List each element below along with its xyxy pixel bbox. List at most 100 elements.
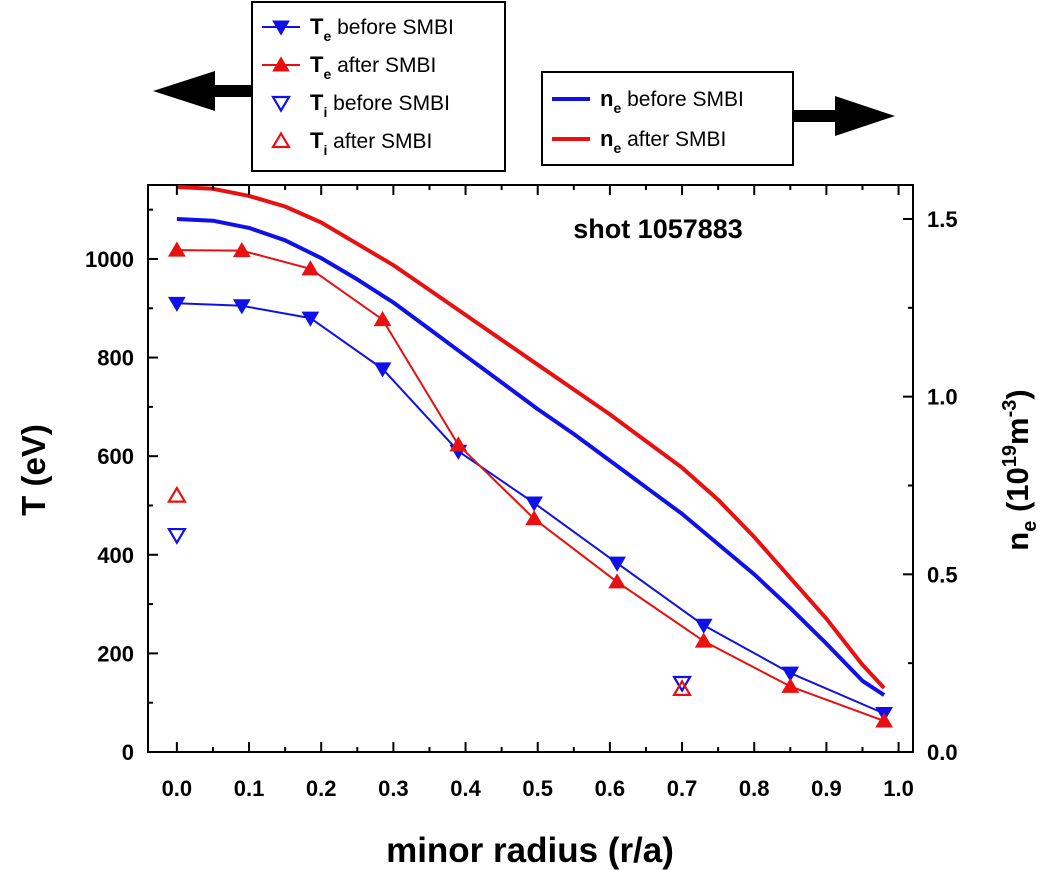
legend-marker <box>271 131 291 149</box>
right-arrow-head <box>835 96 895 136</box>
y-left-tick-label: 200 <box>97 641 134 666</box>
legend-label: Ti before SMBI <box>310 90 450 120</box>
data-point <box>694 618 713 634</box>
legend-subscript: i <box>323 142 327 158</box>
title-part: m <box>1000 417 1035 445</box>
legend-label: ne after SMBI <box>600 126 726 156</box>
legend-description: before SMBI <box>621 88 744 111</box>
plot-frame <box>147 184 914 753</box>
legend-subscript: e <box>323 66 331 82</box>
data-point <box>608 556 626 572</box>
title-part: (10 <box>1000 467 1035 520</box>
legend-subscript: i <box>323 104 327 120</box>
right-arrow-shaft <box>793 110 839 122</box>
y-axis-right-title-text: ne (1019m-3) <box>999 389 1041 550</box>
data-point <box>301 260 320 276</box>
data-point <box>672 675 692 693</box>
legend-label: Ti after SMBI <box>310 128 432 158</box>
left-arrow-head <box>153 71 215 111</box>
title-part: 19 <box>999 445 1021 467</box>
legend-marker <box>272 20 290 36</box>
legend-box <box>251 1 506 172</box>
title-part: -3 <box>999 400 1021 418</box>
data-point <box>672 679 692 696</box>
y-left-tick-label: 800 <box>97 346 134 371</box>
legend-description: after SMBI <box>331 54 436 77</box>
title-part: e <box>1019 521 1041 532</box>
x-axis-title: minor radius (r/a) <box>386 831 674 870</box>
series-4 <box>176 217 886 697</box>
series-line <box>176 185 886 690</box>
legend-symbol: T <box>310 52 324 77</box>
legend-description: after SMBI <box>621 128 726 151</box>
data-point <box>167 296 186 312</box>
legend-marker <box>271 95 291 113</box>
legend-entry: ne before SMBI <box>552 86 744 116</box>
series-line <box>176 302 885 715</box>
legend-entry: ne after SMBI <box>552 126 726 156</box>
x-tick-label: 0.0 <box>162 776 193 801</box>
y-right-tick-label: 1.5 <box>927 207 958 232</box>
x-tick-label: 0.5 <box>522 776 553 801</box>
axes-group: 0.0 0.1 0.2 0.3 0.4 0.5 0.6 0.7 0.8 0.9 1.0 0 200 400… <box>85 185 958 801</box>
data-point <box>301 311 320 327</box>
left-arrow-shaft <box>212 85 252 97</box>
series-line <box>176 249 885 722</box>
legend-label: Te after SMBI <box>310 52 436 82</box>
data-point <box>449 436 468 452</box>
legend-box <box>541 71 794 166</box>
data-point <box>608 573 626 589</box>
title-part: n <box>1000 532 1035 551</box>
x-tick-label: 0.6 <box>595 776 626 801</box>
legend-marker <box>272 56 290 72</box>
legend-subscript: e <box>613 140 621 156</box>
data-point <box>781 677 800 693</box>
legend-symbol: T <box>310 90 324 115</box>
data-point <box>232 241 251 258</box>
y-left-tick-label: 600 <box>97 444 134 469</box>
series-5 <box>176 185 886 690</box>
legend-description: before SMBI <box>327 92 450 115</box>
plot-frame-rect <box>147 184 914 753</box>
y-left-tick-label: 0 <box>122 740 134 765</box>
legend-label: Te before SMBI <box>310 14 454 44</box>
data-point <box>875 712 894 728</box>
series-group <box>166 185 894 728</box>
legend-label: ne before SMBI <box>600 86 744 116</box>
data-point <box>373 362 392 378</box>
data-point <box>166 527 187 545</box>
series-line <box>176 217 886 697</box>
x-tick-label: 0.7 <box>667 776 698 801</box>
legend-symbol: T <box>310 14 324 39</box>
data-point <box>167 241 186 257</box>
legend-entry: Te after SMBI <box>262 52 436 82</box>
data-point <box>373 311 392 327</box>
series-3 <box>166 485 692 696</box>
data-point <box>781 666 800 682</box>
y-right-tick-label: 1.0 <box>927 385 958 410</box>
legend-entry: Te before SMBI <box>262 14 454 44</box>
legend-subscript: e <box>613 100 621 116</box>
legend-subscript: e <box>323 28 331 44</box>
x-tick-label: 1.0 <box>883 776 914 801</box>
x-tick-label: 0.1 <box>234 776 265 801</box>
data-point <box>694 632 713 648</box>
y-axis-left-title: T (eV) <box>15 424 52 516</box>
y-right-tick-label: 0.5 <box>927 562 958 587</box>
x-tick-label: 0.9 <box>811 776 842 801</box>
x-tick-label: 0.8 <box>739 776 770 801</box>
data-point <box>525 496 543 512</box>
shot-annotation: shot 1057883 <box>573 214 743 244</box>
legend-entry: Ti before SMBI <box>271 90 450 120</box>
legend-symbol: n <box>600 86 613 111</box>
x-tick-label: 0.3 <box>378 776 409 801</box>
legend-symbol: T <box>310 128 324 153</box>
data-point <box>166 485 187 503</box>
axis-arrows <box>153 71 895 136</box>
legend-description: after SMBI <box>327 130 432 153</box>
y-right-tick-label: 0.0 <box>927 740 958 765</box>
y-left-tick-label: 1000 <box>85 247 134 272</box>
